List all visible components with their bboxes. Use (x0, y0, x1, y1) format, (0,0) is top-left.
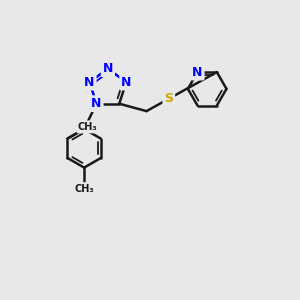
Text: N: N (192, 66, 203, 79)
Text: N: N (121, 76, 131, 88)
Text: S: S (164, 92, 173, 105)
Text: N: N (84, 76, 95, 88)
Text: CH₃: CH₃ (78, 122, 98, 132)
Text: N: N (92, 97, 102, 110)
Text: CH₃: CH₃ (74, 184, 94, 194)
Text: N: N (103, 62, 113, 75)
